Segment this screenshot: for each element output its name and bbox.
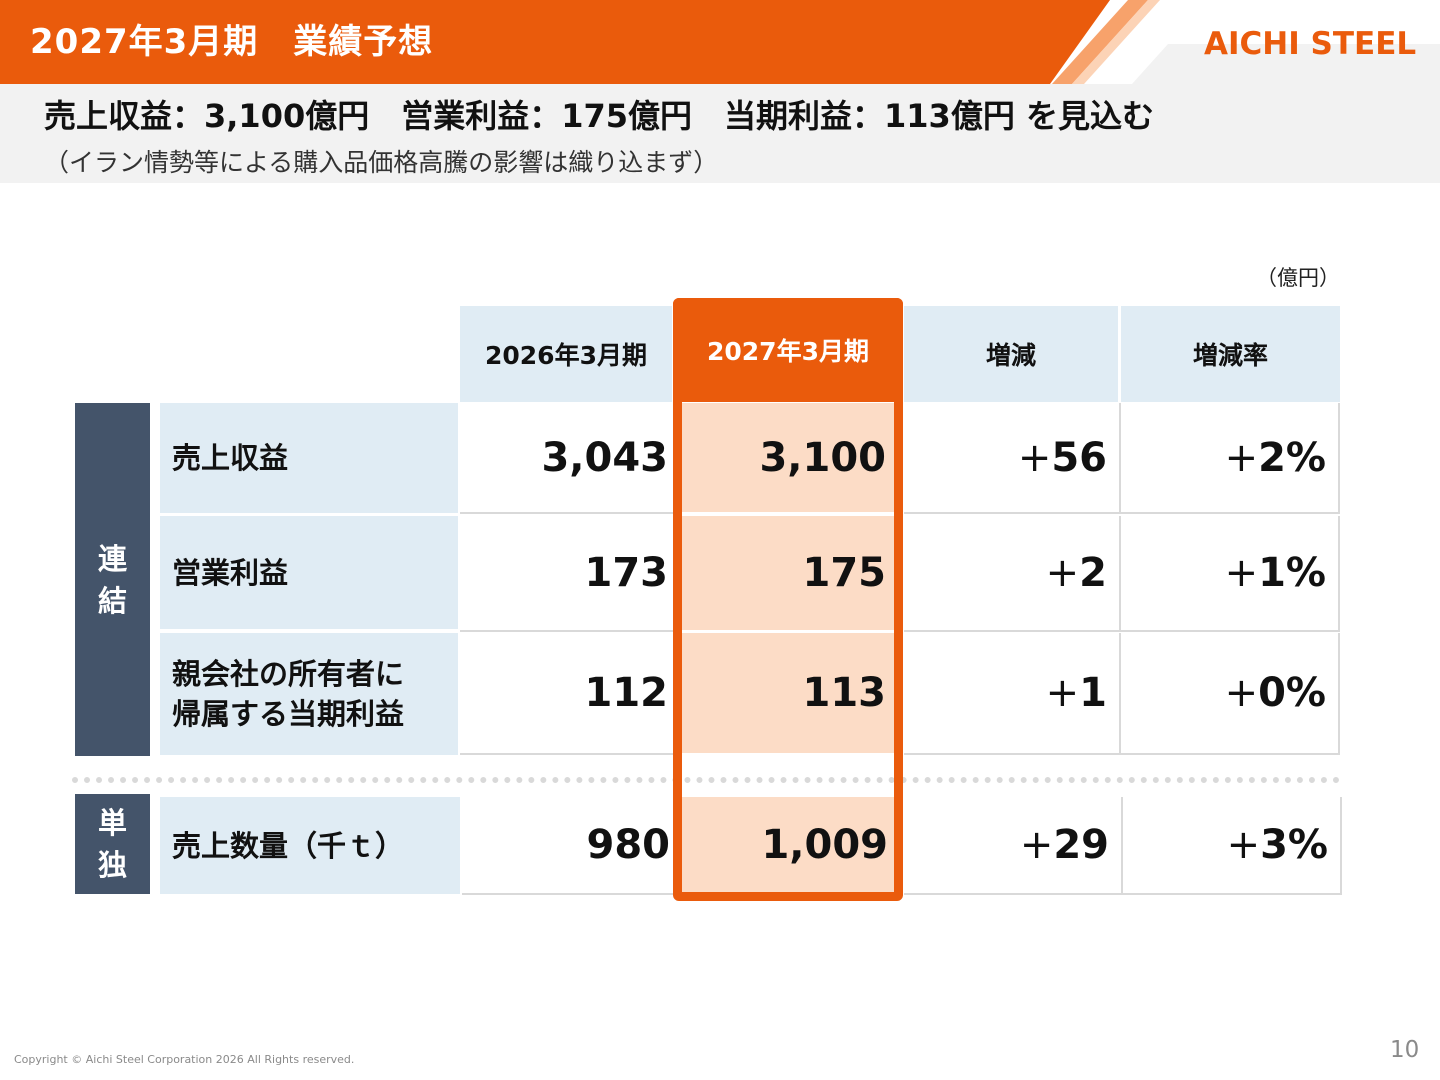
change-value: 56 bbox=[1051, 434, 1107, 481]
cell-change-net-income: +1 bbox=[904, 633, 1121, 755]
cell-change-revenue: +56 bbox=[904, 403, 1121, 514]
row-label-operating-profit: 営業利益 bbox=[160, 516, 458, 629]
row-label-sales-volume: 売上数量（千ｔ） bbox=[160, 797, 460, 894]
change-sign: + bbox=[1017, 434, 1052, 481]
change-sign: + bbox=[1045, 670, 1080, 716]
rate-sign: + bbox=[1224, 670, 1259, 716]
group-label-non-consolidated: 単 独 bbox=[75, 794, 150, 894]
rate-sign: + bbox=[1224, 434, 1259, 481]
row-label-net-income: 親会社の所有者に 帰属する当期利益 bbox=[160, 633, 458, 755]
cell-rate-net-income: +0% bbox=[1121, 633, 1340, 755]
cell-fy2026-operating-profit: 173 bbox=[460, 516, 676, 632]
rate-value: 1% bbox=[1258, 550, 1326, 596]
cell-fy2027-operating-profit: 175 bbox=[682, 516, 894, 632]
summary-band bbox=[0, 84, 1440, 183]
group-label-consolidated: 連 結 bbox=[75, 403, 150, 756]
cell-fy2027-revenue: 3,100 bbox=[682, 403, 894, 514]
cell-fy2027-net-income: 113 bbox=[682, 633, 894, 753]
copyright-notice: Copyright © Aichi Steel Corporation 2026… bbox=[14, 1053, 355, 1066]
column-header-fy2027: 2027年3月期 bbox=[673, 298, 903, 402]
page-title: 2027年3月期 業績予想 bbox=[30, 22, 434, 62]
cell-rate-operating-profit: +1% bbox=[1121, 516, 1340, 632]
header-background bbox=[0, 0, 1440, 84]
rate-value: 2% bbox=[1258, 434, 1326, 481]
rate-value: 3% bbox=[1260, 822, 1328, 868]
row-label-revenue: 売上収益 bbox=[160, 403, 458, 513]
row-label-net-income-line1: 親会社の所有者に bbox=[172, 657, 405, 691]
cell-fy2026-net-income: 112 bbox=[460, 633, 676, 755]
cell-rate-revenue: +2% bbox=[1121, 403, 1340, 514]
change-value: 1 bbox=[1079, 670, 1107, 716]
cell-fy2026-sales-volume: 980 bbox=[462, 797, 678, 895]
column-header-change-rate: 増減率 bbox=[1121, 306, 1340, 402]
summary-headline: 売上収益：3,100億円 営業利益：175億円 当期利益：113億円 を見込む bbox=[44, 97, 1154, 135]
column-header-fy2026: 2026年3月期 bbox=[460, 306, 672, 402]
cell-rate-sales-volume: +3% bbox=[1123, 797, 1342, 895]
change-sign: + bbox=[1019, 822, 1054, 868]
row-label-net-income-line2: 帰属する当期利益 bbox=[172, 697, 405, 731]
change-sign: + bbox=[1045, 550, 1080, 596]
summary-note: （イラン情勢等による購入品価格高騰の影響は織り込まず） bbox=[44, 148, 719, 177]
rate-value: 0% bbox=[1258, 670, 1326, 716]
cell-fy2026-revenue: 3,043 bbox=[460, 403, 676, 514]
cell-fy2027-sales-volume: 1,009 bbox=[682, 797, 896, 892]
cell-change-operating-profit: +2 bbox=[904, 516, 1121, 632]
company-logo: AICHI STEEL bbox=[1204, 26, 1417, 62]
change-value: 2 bbox=[1079, 550, 1107, 596]
unit-label: （億円） bbox=[1256, 266, 1340, 290]
column-header-change: 増減 bbox=[904, 306, 1118, 402]
section-separator bbox=[72, 777, 1340, 783]
rate-sign: + bbox=[1224, 550, 1259, 596]
page-number: 10 bbox=[1390, 1037, 1420, 1063]
cell-change-sales-volume: +29 bbox=[904, 797, 1123, 895]
header-bar: 2027年3月期 業績予想 AICHI STEEL bbox=[0, 0, 1440, 84]
rate-sign: + bbox=[1226, 822, 1261, 868]
change-value: 29 bbox=[1053, 822, 1109, 868]
